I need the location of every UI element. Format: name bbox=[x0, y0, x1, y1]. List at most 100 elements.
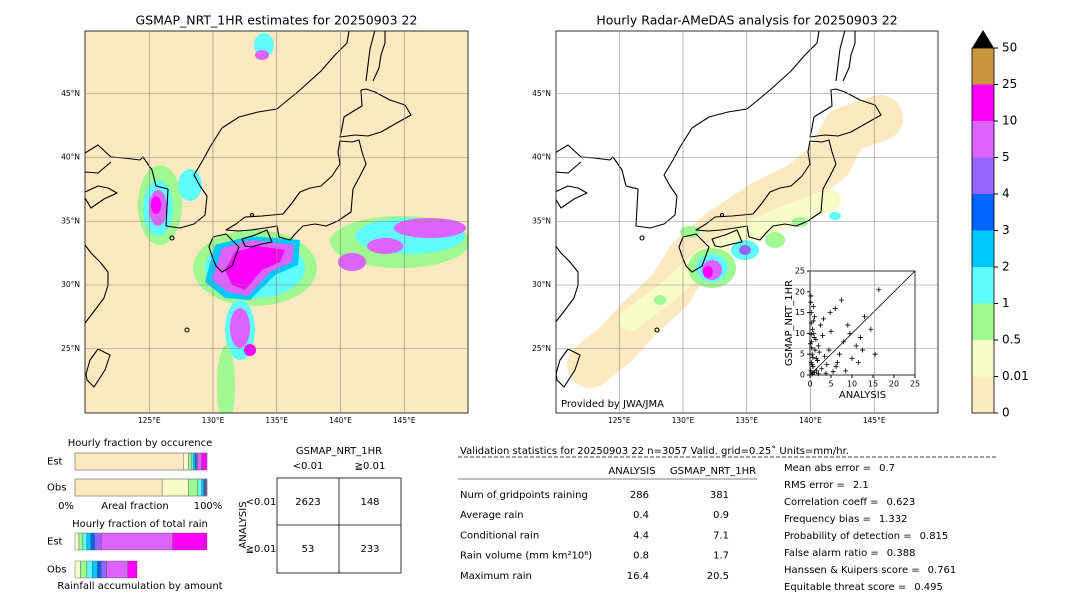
colorbar-segment bbox=[972, 376, 994, 413]
scatter-point bbox=[808, 360, 814, 366]
axis-label: Areal fraction bbox=[101, 501, 168, 512]
diagonal bbox=[809, 270, 916, 376]
scatter-point bbox=[808, 320, 814, 326]
credit: Provided by JWA/JMA bbox=[561, 399, 664, 410]
score-value: 1.332 bbox=[879, 514, 908, 525]
scatter-point bbox=[849, 355, 855, 361]
bar-segment bbox=[106, 560, 129, 579]
bar-segment bbox=[74, 452, 184, 471]
colorbar-label: 2 bbox=[1002, 260, 1010, 274]
colorbar-label: 3 bbox=[1002, 223, 1010, 237]
scatter-point bbox=[820, 332, 826, 338]
bar-segment bbox=[101, 532, 173, 551]
score-label: Frequency bias = bbox=[784, 514, 871, 525]
bar-segment bbox=[188, 478, 198, 497]
y-tick-label: 25 bbox=[795, 267, 805, 276]
y-tick-label: 5 bbox=[800, 350, 805, 359]
bar-segment bbox=[94, 532, 102, 551]
lon-label: 135°E bbox=[735, 416, 758, 425]
scatter-point bbox=[813, 355, 819, 361]
x-tick-label: 5 bbox=[828, 380, 833, 389]
y-tick-label: 20 bbox=[795, 287, 805, 296]
bar-frame bbox=[74, 478, 208, 497]
scatter-point bbox=[841, 339, 847, 345]
y-tick-label: 10 bbox=[795, 329, 805, 338]
colorbar-extend bbox=[972, 30, 994, 48]
col-label: ≧0.01 bbox=[355, 461, 386, 472]
scatter-point bbox=[808, 299, 814, 305]
lon-label: 145°E bbox=[393, 416, 416, 425]
scatter-point bbox=[847, 330, 853, 336]
score-label: False alarm ratio = bbox=[784, 548, 879, 559]
bar-segment bbox=[91, 560, 98, 579]
scatter-point bbox=[845, 322, 851, 328]
scatter-point bbox=[872, 351, 878, 357]
scatter-point bbox=[826, 347, 832, 353]
stat-value: 381 bbox=[710, 490, 729, 501]
scatter-point bbox=[810, 364, 816, 370]
scatter-point bbox=[822, 353, 828, 359]
col-label: <0.01 bbox=[293, 461, 324, 472]
bar-segment bbox=[97, 560, 102, 579]
scatter-point bbox=[818, 322, 823, 328]
scatter-point bbox=[810, 355, 816, 361]
colorbar-label: 5 bbox=[1002, 150, 1010, 164]
scatter-point bbox=[862, 314, 868, 320]
score-value: 0.388 bbox=[887, 548, 916, 559]
bar-segment bbox=[74, 532, 80, 551]
row-label: Est bbox=[47, 537, 63, 548]
lat-label: 35°N bbox=[532, 216, 551, 225]
y-axis-label: GSMAP_NRT_1HR bbox=[784, 280, 795, 366]
lat-label: 40°N bbox=[532, 153, 551, 162]
stat-value: 286 bbox=[630, 490, 649, 501]
stat-value: 0.9 bbox=[713, 510, 729, 521]
lon-label: 130°E bbox=[202, 416, 225, 425]
lat-label: 35°N bbox=[61, 216, 80, 225]
row-label: Maximum rain bbox=[460, 571, 532, 582]
lon-label: 140°E bbox=[329, 416, 352, 425]
col-title: GSMAP_NRT_1HR bbox=[296, 446, 382, 457]
x-axis-label: ANALYSIS bbox=[839, 390, 886, 401]
scatter-point bbox=[808, 331, 814, 337]
scatter-point bbox=[815, 357, 821, 363]
scatter-point bbox=[811, 330, 817, 336]
score-value: 0.7 bbox=[879, 463, 895, 474]
colorbar-segment bbox=[972, 230, 994, 267]
cell: 148 bbox=[360, 497, 379, 508]
scatter-point bbox=[815, 371, 821, 377]
colorbar-segment bbox=[972, 48, 994, 85]
stat-value: 16.4 bbox=[627, 571, 649, 582]
score-label: Probability of detection = bbox=[784, 531, 912, 542]
row-label: Obs bbox=[47, 483, 66, 494]
lat-label: 25°N bbox=[61, 344, 80, 353]
lat-label: 30°N bbox=[532, 280, 551, 289]
scatter-point bbox=[868, 326, 874, 332]
col-header: GSMAP_NRT_1HR bbox=[670, 466, 756, 477]
row-label: Num of gridpoints raining bbox=[460, 490, 588, 501]
colorbar-label: 4 bbox=[1002, 187, 1010, 201]
lon-label: 140°E bbox=[799, 416, 822, 425]
colorbar-label: 10 bbox=[1002, 114, 1017, 128]
scatter-point bbox=[809, 362, 815, 368]
lat-label: 40°N bbox=[61, 153, 80, 162]
lon-label: 125°E bbox=[138, 416, 161, 425]
stat-value: 4.4 bbox=[633, 530, 649, 541]
row-title: ANALYSIS bbox=[238, 501, 249, 548]
x-tick-label: 10 bbox=[847, 380, 857, 389]
x-tick-label: 20 bbox=[889, 380, 899, 389]
bar-segment bbox=[127, 560, 138, 579]
scatter-point bbox=[807, 341, 813, 347]
score-value: 0.495 bbox=[914, 582, 943, 593]
score-label: Correlation coeff = bbox=[784, 497, 879, 508]
lat-label: 45°N bbox=[61, 89, 80, 98]
map-title: GSMAP_NRT_1HR estimates for 20250903 22 bbox=[136, 13, 418, 28]
scatter-point bbox=[832, 305, 838, 311]
bar-segment bbox=[197, 452, 202, 471]
lon-label: 130°E bbox=[672, 416, 695, 425]
scatter-point bbox=[810, 303, 816, 309]
row-label: Average rain bbox=[460, 510, 524, 521]
scatter-point bbox=[812, 347, 818, 353]
scatter-point bbox=[815, 343, 821, 349]
bar-segment bbox=[80, 560, 88, 579]
